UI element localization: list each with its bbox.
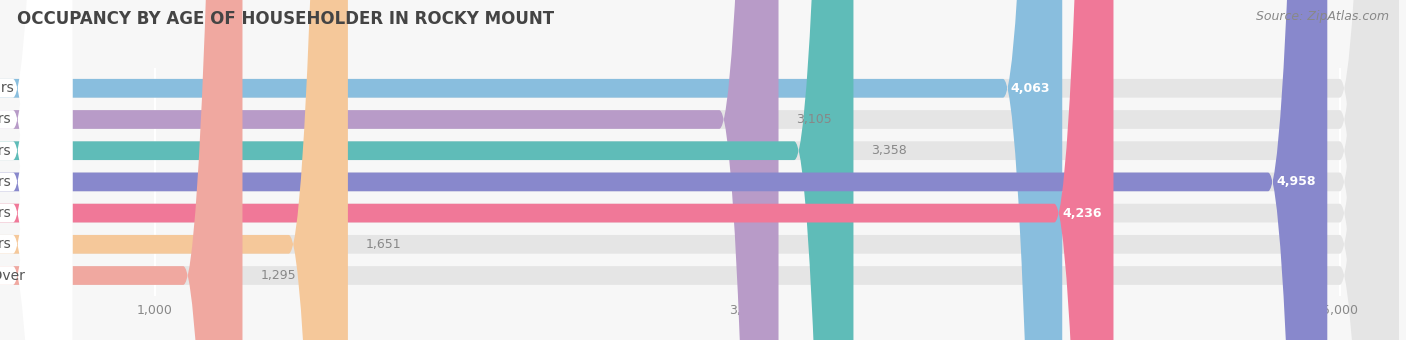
Text: Source: ZipAtlas.com: Source: ZipAtlas.com [1256, 10, 1389, 23]
FancyBboxPatch shape [0, 0, 72, 340]
Text: 45 to 54 Years: 45 to 54 Years [0, 144, 10, 158]
Text: 1,295: 1,295 [260, 269, 295, 282]
Text: 1,651: 1,651 [366, 238, 401, 251]
Text: 3,358: 3,358 [872, 144, 907, 157]
FancyBboxPatch shape [0, 0, 1114, 340]
FancyBboxPatch shape [0, 0, 779, 340]
Text: 75 to 84 Years: 75 to 84 Years [0, 237, 10, 251]
Text: 55 to 64 Years: 55 to 64 Years [0, 175, 10, 189]
Text: 65 to 74 Years: 65 to 74 Years [0, 206, 10, 220]
FancyBboxPatch shape [0, 0, 72, 340]
Text: 85 Years and Over: 85 Years and Over [0, 269, 24, 283]
Text: 4,236: 4,236 [1062, 207, 1102, 220]
FancyBboxPatch shape [0, 0, 853, 340]
FancyBboxPatch shape [0, 0, 72, 340]
Text: 4,063: 4,063 [1011, 82, 1050, 95]
Text: OCCUPANCY BY AGE OF HOUSEHOLDER IN ROCKY MOUNT: OCCUPANCY BY AGE OF HOUSEHOLDER IN ROCKY… [17, 10, 554, 28]
FancyBboxPatch shape [0, 0, 1063, 340]
FancyBboxPatch shape [0, 0, 72, 340]
FancyBboxPatch shape [0, 0, 347, 340]
FancyBboxPatch shape [0, 0, 72, 340]
Text: 35 to 44 Years: 35 to 44 Years [0, 113, 10, 126]
Text: Under 35 Years: Under 35 Years [0, 81, 14, 95]
Text: 3,105: 3,105 [796, 113, 832, 126]
FancyBboxPatch shape [0, 0, 72, 340]
FancyBboxPatch shape [0, 0, 242, 340]
FancyBboxPatch shape [0, 0, 1327, 340]
Text: 4,958: 4,958 [1277, 175, 1316, 188]
FancyBboxPatch shape [0, 0, 72, 340]
